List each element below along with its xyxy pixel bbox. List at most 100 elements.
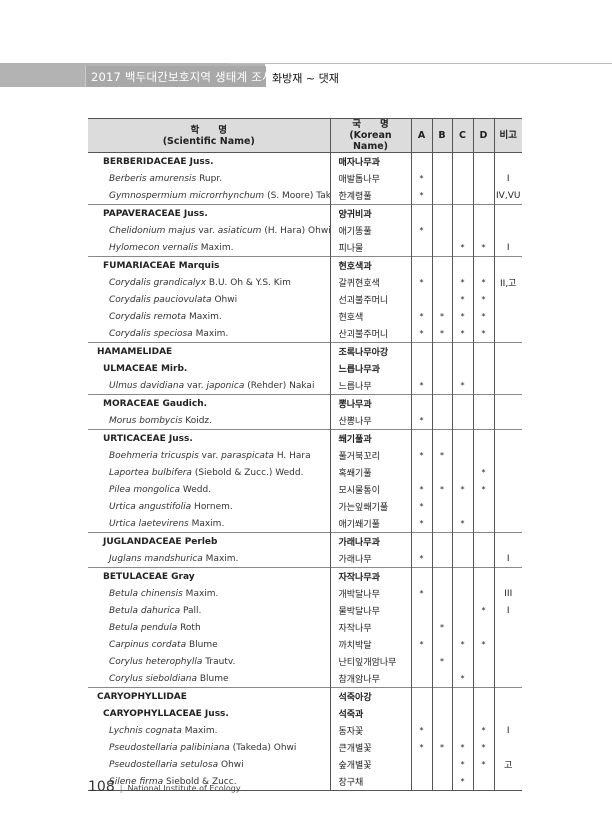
site-b-cell [431,722,452,739]
site-d-cell [472,377,494,395]
site-d-cell: * [472,291,494,308]
author-text: URTICACEAE Juss. [103,433,193,444]
site-d-cell: * [472,739,494,756]
species-row: Lychnis cognata Maxim. 동자꽃 * * I [88,722,522,739]
note-cell [493,515,522,533]
site-b-cell [431,773,452,791]
site-d-cell [472,567,494,585]
scientific-name: Ulmus davidiana var. japonica (Rehder) N… [88,377,330,395]
site-a-cell [410,291,432,308]
species-row: Corylus heterophylla Trautv. 난티잎개암나무 * [88,653,522,670]
author-text: MORACEAE Gaudich. [103,398,208,409]
site-c-cell [451,464,473,481]
site-c-cell [451,152,473,170]
note-cell: II,고 [493,274,522,291]
site-d-cell [472,705,494,722]
site-c-cell: * [451,481,473,498]
site-a-cell: * [410,308,432,325]
site-b-cell [431,360,452,377]
site-c-cell [451,256,473,274]
scientific-name: Chelidonium majus var. asiaticum (H. Har… [88,222,330,239]
species-row: Boehmeria tricuspis var. paraspicata H. … [88,447,522,464]
family-row: CARYOPHYLLACEAE Juss. 석죽과 [88,705,522,722]
scientific-name: Corylus heterophylla Trautv. [88,653,330,670]
col-a: A [410,118,432,153]
korean-name: 매발톱나무 [329,170,411,187]
page-number: 108 [88,779,115,795]
site-c-cell: * [451,308,473,325]
author-text: Blume [186,639,218,650]
note-cell [493,447,522,464]
taxon-name-italic: paraspicata [221,450,274,461]
species-row: Chelidonium majus var. asiaticum (H. Har… [88,222,522,239]
author-text: (H. Hara) Ohwi [261,225,330,236]
site-c-cell: * [451,274,473,291]
site-c-cell [451,394,473,412]
organization-name: National Institute of Ecology [127,784,241,793]
korean-name: 자작나무과 [329,567,411,585]
col-label: 국 명 [352,119,389,130]
site-b-cell [431,152,452,170]
note-cell: III [493,585,522,602]
note-cell [493,256,522,274]
author-text: CARYOPHYLLIDAE [97,691,187,702]
scientific-name: Urtica laetevirens Maxim. [88,515,330,533]
taxon-name-italic: Corylus heterophylla [109,656,203,667]
korean-name: 산괴불주머니 [329,325,411,343]
scientific-name: HAMAMELIDAE [88,342,330,360]
author-text: Koidz. [182,415,213,426]
author-text: var. [195,225,218,236]
taxon-name-italic: Morus bombycis [109,415,183,426]
site-a-cell: * [410,550,432,568]
korean-name: 한계령풀 [329,187,411,205]
korean-name: 동자꽃 [329,722,411,739]
species-row: Corydalis pauciovulata Ohwi 선괴불주머니 * * [88,291,522,308]
korean-name: 물박달나무 [329,602,411,619]
site-d-cell [472,550,494,568]
taxon-name-italic: Laportea bulbifera [109,467,192,478]
col-c: C [451,118,473,153]
scientific-name: Boehmeria tricuspis var. paraspicata H. … [88,447,330,464]
note-cell [493,308,522,325]
note-cell [493,705,522,722]
site-d-cell [472,532,494,550]
species-row: Morus bombycis Koidz. 산뽕나무 * [88,412,522,430]
site-a-cell: * [410,447,432,464]
taxon-name-italic: Pseudostellaria palibiniana [109,742,230,753]
site-c-cell [451,585,473,602]
site-b-cell [431,687,452,705]
site-a-cell [410,464,432,481]
site-d-cell [472,152,494,170]
site-a-cell: * [410,498,432,515]
site-d-cell [472,187,494,205]
korean-name: 쐐기풀과 [329,429,411,447]
site-b-cell: * [431,325,452,343]
note-cell [493,464,522,481]
author-text: ULMACEAE Mirb. [103,363,188,374]
site-c-cell [451,412,473,430]
author-text: JUGLANDACEAE Perleb [103,536,218,547]
site-d-cell [472,447,494,464]
subclass-row: HAMAMELIDAE 조록나무아강 [88,342,522,360]
note-cell [493,152,522,170]
site-d-cell [472,170,494,187]
author-text: Ohwi [218,759,244,770]
korean-name: 가는잎쐐기풀 [329,498,411,515]
scientific-name: Pilea mongolica Wedd. [88,481,330,498]
site-a-cell [410,687,432,705]
table-header-row: 학 명 (Scientific Name) 국 명 (Korean Name) A … [88,118,522,153]
author-text: B.U. Oh & Y.S. Kim [206,277,291,288]
note-cell [493,429,522,447]
scientific-name: Corydalis grandicalyx B.U. Oh & Y.S. Kim [88,274,330,291]
note-cell [493,773,522,791]
author-text: (S. Moore) Takht. [267,190,330,201]
species-row: Pseudostellaria setulosa Ohwi 숲개별꽃 * * 고 [88,756,522,773]
site-d-cell [472,773,494,791]
note-cell [493,498,522,515]
site-d-cell: * [472,602,494,619]
author-text: Siebold & Zucc. [163,776,237,787]
scientific-name: CARYOPHYLLIDAE [88,687,330,705]
note-cell: 고 [493,756,522,773]
korean-name: 느릅나무 [329,377,411,395]
report-title: 2017 백두대간보호지역 생태계 조사 [91,70,273,84]
